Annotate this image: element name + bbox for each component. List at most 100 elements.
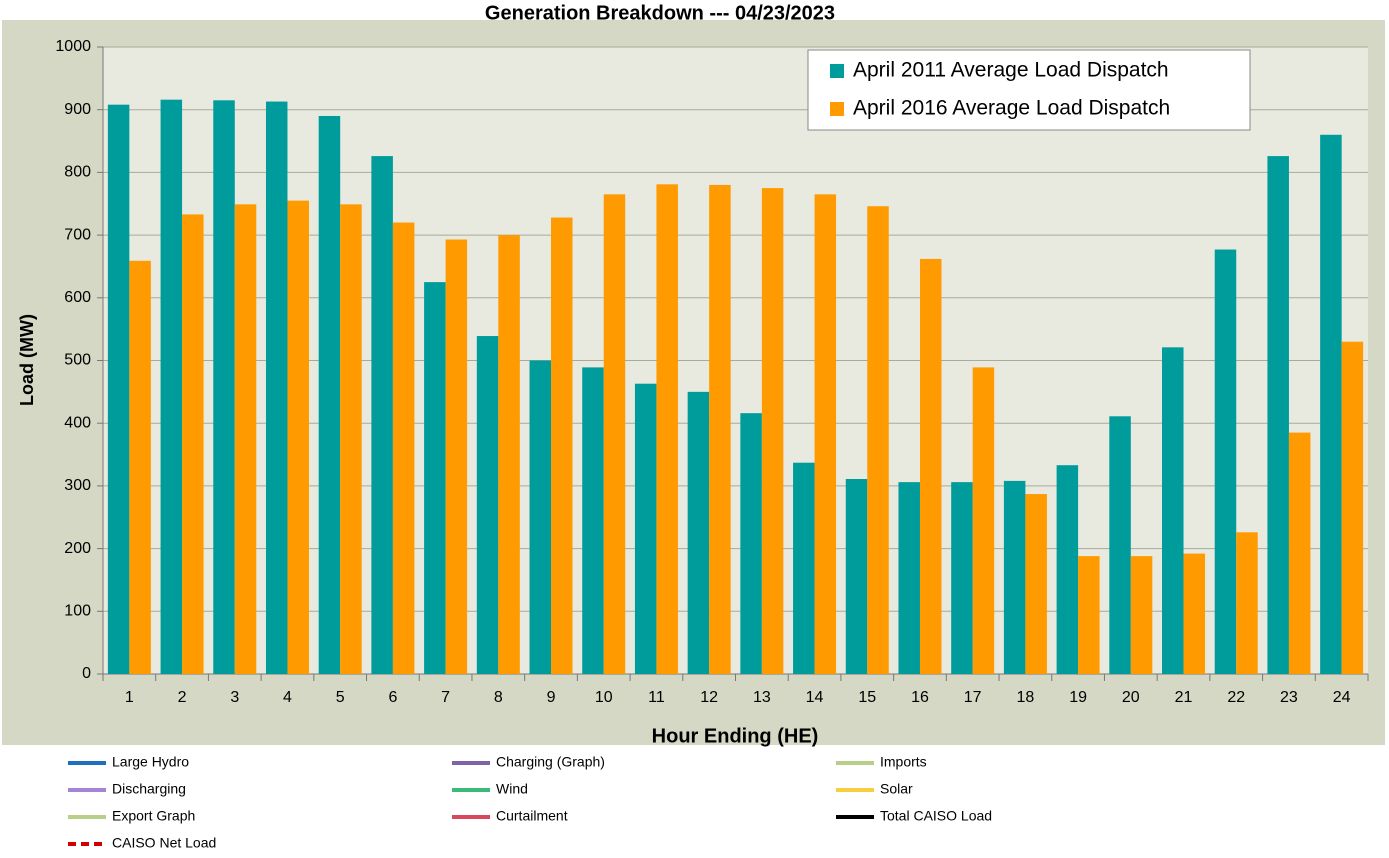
y-tick-label: 400: [64, 414, 91, 431]
bar: [287, 200, 309, 675]
bar: [129, 260, 151, 674]
bar: [371, 156, 393, 674]
legend-swatch: [830, 102, 844, 116]
footer-legend-label: Large Hydro: [112, 754, 189, 770]
bar: [709, 184, 731, 674]
bar: [793, 462, 815, 674]
footer-legend-label: Wind: [496, 781, 528, 797]
bar: [340, 204, 362, 674]
bar: [445, 239, 468, 674]
y-axis-label: Load (MW): [17, 314, 37, 406]
bar: [1078, 556, 1100, 674]
x-tick-label: 1: [125, 689, 134, 706]
x-tick-label: 17: [964, 689, 982, 706]
bar: [1130, 556, 1153, 674]
chart-title: Generation Breakdown --- 04/23/2023: [485, 2, 835, 24]
bar: [582, 367, 604, 674]
y-tick-label: 100: [64, 603, 91, 620]
legend-box: [807, 49, 1251, 131]
x-tick-label: 20: [1122, 689, 1140, 706]
bar: [740, 413, 762, 674]
y-tick-label: 800: [64, 164, 91, 181]
bar: [182, 214, 204, 674]
bar: [213, 100, 235, 675]
bar: [476, 336, 499, 674]
bar: [1025, 494, 1047, 674]
bar: [1236, 532, 1258, 674]
bar: [898, 482, 920, 674]
bar: [1003, 480, 1026, 674]
x-tick-label: 11: [648, 689, 665, 706]
bar: [424, 282, 446, 674]
footer-legend-label: Export Graph: [112, 808, 195, 824]
legend-swatch: [830, 64, 844, 78]
y-tick-label: 300: [64, 477, 91, 494]
bar: [265, 101, 288, 674]
y-tick-label: 600: [64, 289, 91, 306]
bar: [656, 184, 678, 675]
x-tick-label: 10: [595, 689, 613, 706]
x-tick-label: 23: [1280, 689, 1298, 706]
x-tick-label: 22: [1227, 689, 1245, 706]
footer-legend-label: CAISO Net Load: [112, 835, 216, 851]
bar: [687, 391, 710, 674]
bar: [919, 258, 942, 674]
bar: [845, 479, 868, 674]
footer-legend-label: Imports: [880, 754, 927, 770]
bar: [1056, 465, 1079, 674]
legend-label: April 2011 Average Load Dispatch: [853, 59, 1169, 82]
bar: [972, 367, 995, 674]
bar: [1288, 432, 1311, 674]
y-tick-label: 0: [82, 665, 91, 682]
bar: [498, 235, 520, 674]
x-axis-label: Hour Ending (HE): [652, 725, 819, 747]
x-tick-label: 16: [911, 689, 929, 706]
y-tick-label: 700: [64, 226, 91, 243]
bar: [160, 99, 183, 675]
x-tick-label: 12: [700, 689, 718, 706]
y-tick-label: 500: [64, 352, 91, 369]
x-tick-label: 15: [858, 689, 876, 706]
x-tick-label: 14: [806, 689, 824, 706]
footer-legend-label: Total CAISO Load: [880, 808, 992, 824]
bar: [1341, 341, 1364, 674]
footer-legend-label: Solar: [880, 781, 913, 797]
bar: [1183, 553, 1206, 674]
bar: [318, 115, 341, 675]
x-tick-label: 24: [1333, 689, 1351, 706]
x-tick-label: 3: [230, 689, 239, 706]
y-tick-label: 200: [64, 540, 91, 557]
x-tick-label: 8: [494, 689, 503, 706]
x-tick-label: 2: [178, 689, 187, 706]
bar: [1214, 249, 1237, 674]
bar: [603, 194, 626, 674]
bar: [1162, 347, 1184, 674]
bar: [234, 204, 257, 674]
y-tick-label: 1000: [55, 38, 91, 55]
legend-label: April 2016 Average Load Dispatch: [853, 97, 1170, 120]
bar: [761, 188, 784, 674]
bar: [1320, 134, 1342, 674]
bar: [107, 104, 130, 674]
bar: [551, 217, 573, 674]
bar: [814, 194, 837, 674]
x-tick-label: 9: [547, 689, 556, 706]
footer-legend-label: Discharging: [112, 781, 186, 797]
x-tick-label: 18: [1016, 689, 1034, 706]
bar: [1267, 156, 1289, 674]
x-tick-label: 4: [283, 689, 292, 706]
x-tick-label: 21: [1175, 689, 1193, 706]
bar: [951, 482, 973, 674]
footer-legend-label: Curtailment: [496, 808, 568, 824]
bar: [392, 222, 415, 674]
footer-legend-label: Charging (Graph): [496, 754, 605, 770]
bar: [1109, 416, 1131, 674]
x-tick-label: 5: [336, 689, 345, 706]
bar: [634, 383, 657, 674]
y-tick-label: 900: [64, 101, 91, 118]
x-tick-label: 13: [753, 689, 771, 706]
x-tick-label: 19: [1069, 689, 1087, 706]
x-tick-label: 7: [441, 689, 450, 706]
bar: [867, 206, 889, 674]
